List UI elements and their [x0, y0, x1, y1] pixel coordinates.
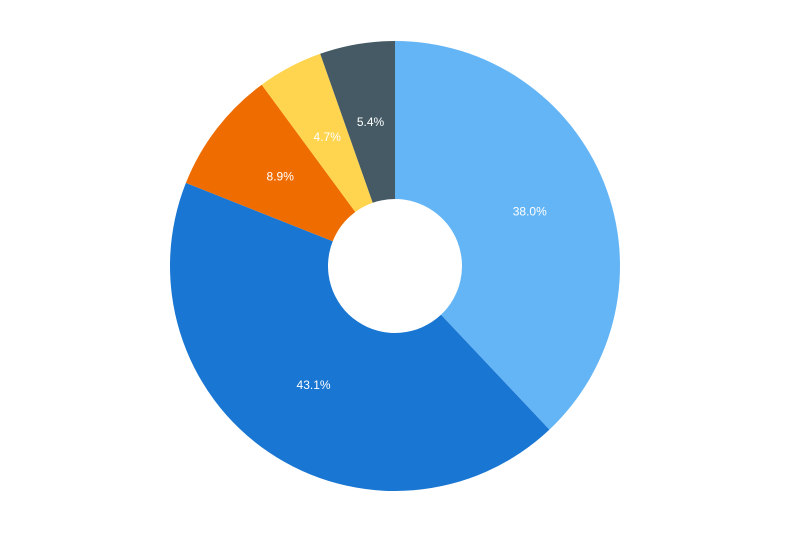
data-label: 38.0% — [513, 205, 547, 219]
data-label: 43.1% — [297, 378, 331, 392]
slice — [185, 84, 356, 242]
slice — [395, 41, 620, 430]
slice — [170, 182, 550, 491]
data-label: 4.7% — [314, 130, 342, 144]
slice — [320, 41, 395, 203]
data-label: 5.4% — [357, 115, 385, 129]
slice — [261, 53, 373, 213]
data-label: 8.9% — [267, 170, 295, 184]
